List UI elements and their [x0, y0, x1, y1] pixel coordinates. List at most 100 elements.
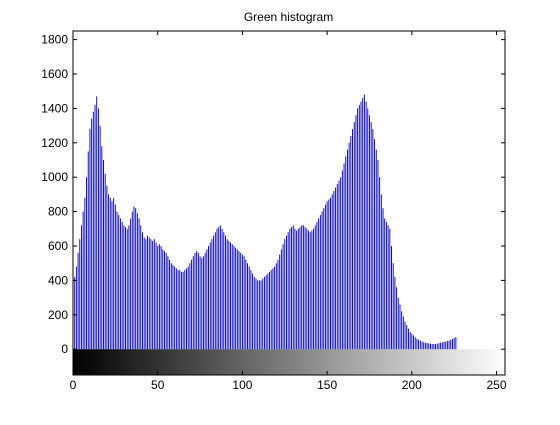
histogram-bar: [104, 173, 106, 350]
histogram-bar: [372, 129, 374, 350]
histogram-bar: [255, 278, 257, 350]
histogram-bar: [194, 252, 196, 350]
histogram-bar: [401, 311, 403, 350]
histogram-bar: [360, 101, 362, 350]
histogram-bar: [133, 206, 135, 350]
histogram-bar: [187, 266, 189, 350]
y-tick-label: 400: [48, 273, 68, 287]
histogram-bar: [248, 266, 250, 350]
histogram-bar: [238, 251, 240, 350]
histogram-bar: [206, 249, 208, 350]
histogram-bar: [96, 96, 98, 350]
histogram-bar: [324, 204, 326, 350]
histogram-bar: [274, 266, 276, 350]
histogram-bar: [318, 218, 320, 350]
histogram-bar: [160, 246, 162, 350]
y-tick-label: 1000: [41, 170, 68, 184]
x-tick-label: 50: [151, 378, 165, 392]
histogram-bar: [272, 268, 274, 350]
histogram-bar: [162, 249, 164, 350]
histogram-bar: [113, 197, 115, 350]
plot-frame: [72, 30, 506, 376]
histogram-bar: [101, 146, 103, 350]
histogram-bar: [152, 240, 154, 350]
histogram-bar: [218, 227, 220, 350]
y-axis: 0 200 400 600 800 1000 1200 1400 1600 1800: [41, 33, 505, 356]
histogram-bar: [375, 149, 377, 350]
histogram-bar: [407, 328, 409, 350]
x-tick-label: 0: [70, 378, 77, 392]
x-axis: 0 50 100 150 200 250: [70, 31, 507, 392]
histogram-bar: [446, 340, 448, 350]
histogram-bar: [235, 247, 237, 350]
histogram-bar: [92, 111, 94, 350]
histogram-bar: [136, 213, 138, 350]
histogram-bar: [382, 208, 384, 350]
histogram-bar: [387, 225, 389, 350]
histogram-bar: [350, 135, 352, 350]
histogram-bar: [311, 230, 313, 350]
histogram-bar: [114, 204, 116, 350]
histogram-bar: [297, 228, 299, 350]
histogram-bar: [331, 194, 333, 350]
histogram-bar: [177, 270, 179, 350]
histogram-bar: [221, 228, 223, 350]
histogram-bar: [228, 240, 230, 350]
histogram-bar: [404, 321, 406, 350]
histogram-bar: [392, 263, 394, 350]
histogram-bar: [418, 339, 420, 350]
histogram-bar: [379, 177, 381, 350]
histogram-bar: [108, 194, 110, 350]
histogram-bar: [121, 221, 123, 350]
histogram-bar: [145, 239, 147, 350]
plot-area: [73, 31, 505, 375]
histogram-bar: [94, 104, 96, 350]
histogram-bar: [267, 273, 269, 350]
histogram-bar: [377, 160, 379, 350]
histogram-bar: [309, 232, 311, 350]
histogram-bar: [279, 254, 281, 350]
histogram-bar: [219, 225, 221, 350]
histogram-bar: [306, 228, 308, 350]
histogram-bar: [362, 98, 364, 350]
histogram-bar: [411, 333, 413, 350]
histogram-bar: [147, 235, 149, 350]
histogram-bar: [452, 338, 453, 350]
histogram-bar: [262, 278, 264, 350]
histogram-bar: [435, 344, 437, 350]
histogram-bar: [423, 342, 425, 350]
histogram-bar: [77, 252, 79, 350]
histogram-bar: [365, 101, 367, 350]
histogram-bar: [184, 270, 186, 350]
histogram-bar: [250, 270, 252, 350]
histogram-bar: [424, 342, 426, 350]
y-tick-label: 0: [61, 342, 68, 356]
histogram-bar: [135, 208, 137, 350]
y-tick-label: 600: [48, 239, 68, 253]
histogram-bar: [330, 197, 331, 350]
histogram-bar: [352, 129, 353, 350]
histogram-bar: [448, 340, 450, 350]
histogram-bar: [453, 338, 455, 350]
histogram-bar: [82, 211, 84, 350]
histogram-bar: [106, 185, 108, 350]
histogram-bar: [343, 163, 345, 350]
histogram-bar: [196, 251, 198, 350]
histogram-bar: [130, 218, 132, 350]
histogram-bar: [201, 258, 203, 350]
histogram-bar: [214, 232, 216, 350]
x-tick-label: 100: [232, 378, 252, 392]
histogram-bar: [211, 239, 213, 350]
histogram-bar: [277, 259, 279, 350]
histogram-bar: [81, 225, 82, 350]
histogram-bar: [389, 228, 391, 350]
histogram-bar: [253, 276, 255, 350]
histogram-bar: [140, 225, 142, 350]
histogram-bar: [328, 199, 330, 350]
histogram-bar: [433, 344, 435, 350]
histogram-bar: [275, 263, 277, 350]
histogram-bar: [363, 94, 365, 350]
y-tick-label: 1600: [41, 67, 68, 81]
histogram-bar: [213, 235, 215, 350]
